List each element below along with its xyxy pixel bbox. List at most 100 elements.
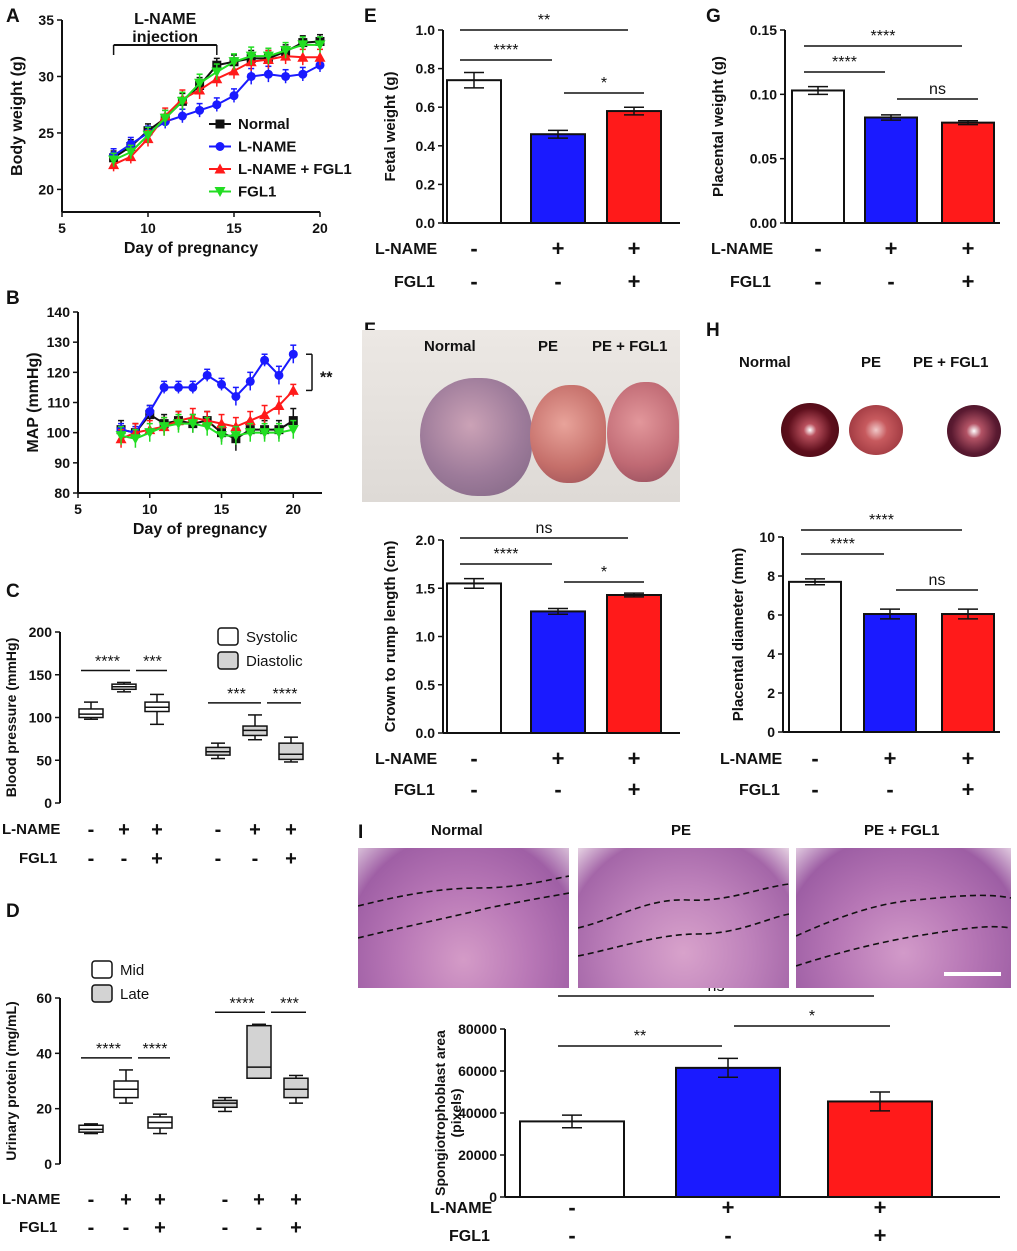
chart-c-y-tick-label: 0 <box>44 795 52 811</box>
chart-e-lname-label: L-NAME <box>375 241 438 258</box>
chart-h-sig-label: ns <box>929 572 946 589</box>
chart-h-sig-label: **** <box>830 536 855 553</box>
chart-h-y-tick-label: 10 <box>759 529 775 545</box>
chart-b-point <box>201 422 213 433</box>
chart-c-fgl1-sign: - <box>121 848 128 870</box>
chart-f-sig-label: ns <box>536 520 553 537</box>
chart-b-point <box>288 349 298 359</box>
chart-e-sig-label: **** <box>494 42 519 59</box>
histology-label-normal: Normal <box>431 822 483 839</box>
chart-f-y-tick-label: 0.5 <box>416 677 436 693</box>
fetus-label-normal: Normal <box>424 338 476 355</box>
chart-b-y-tick-label: 80 <box>54 485 70 501</box>
fetus-photo: Normal PE PE + FGL1 <box>362 330 680 502</box>
chart-h-lname-sign: + <box>962 746 975 771</box>
chart-a-point <box>314 51 326 62</box>
panel-letter-a: A <box>6 6 20 27</box>
chart-c-fgl1-label: FGL1 <box>19 850 57 867</box>
chart-e-y-tick-label: 0.4 <box>416 138 436 154</box>
chart-a-point <box>125 147 137 158</box>
chart-b-point <box>217 379 227 389</box>
chart-a-annotation: L-NAME <box>134 11 197 28</box>
chart-h-lname-sign: - <box>811 746 818 771</box>
chart-f-bar-2 <box>606 594 662 734</box>
chart-b-point <box>273 400 285 411</box>
chart-c-box-1-1 <box>242 714 268 741</box>
chart-e-fgl1-sign: + <box>628 269 641 294</box>
chart-h-y-tick-label: 8 <box>767 568 775 584</box>
chart-g-fgl1-sign: - <box>814 269 821 294</box>
chart-a-legend-label: FGL1 <box>238 184 276 201</box>
chart-b-point <box>129 434 141 445</box>
chart-d-legend-swatch <box>91 960 113 979</box>
chart-c-lname-sign: + <box>151 819 163 841</box>
chart-e-y-tick-label: 0.8 <box>416 61 436 77</box>
chart-b-y-label: MAP (mmHg) <box>25 352 42 452</box>
chart-e-bar-0 <box>446 79 502 225</box>
chart-i-fgl1-sign: + <box>874 1223 887 1248</box>
chart-a-point <box>263 69 273 79</box>
chart-a-point <box>212 100 222 110</box>
chart-d-legend-swatch <box>91 984 113 1003</box>
chart-a-point <box>176 96 188 107</box>
chart-d-fgl1-sign: - <box>256 1217 263 1239</box>
chart-a-point <box>211 67 223 78</box>
chart-g-sig-label: ns <box>929 81 946 98</box>
chart-g-lname-sign: + <box>962 236 975 261</box>
chart-e-y-tick-label: 1.0 <box>416 22 436 38</box>
histology-label-pe-fgl1: PE + FGL1 <box>864 822 940 839</box>
chart-c-y-label: Blood pressure (mmHg) <box>3 638 19 797</box>
chart-c-lname-sign: + <box>249 819 261 841</box>
chart-g-fgl1-sign: + <box>962 269 975 294</box>
chart-a-y-tick-label: 35 <box>38 12 54 28</box>
chart-a-y-tick-label: 20 <box>38 181 54 197</box>
chart-g-lname-sign: + <box>885 236 898 261</box>
chart-a-x-tick-label: 5 <box>58 220 66 236</box>
chart-a-legend-marker <box>214 163 226 174</box>
chart-h-y-tick-label: 0 <box>767 724 775 740</box>
chart-i-y-tick-label: 80000 <box>458 1021 497 1037</box>
chart-b-point <box>158 422 170 433</box>
chart-g-fgl1-sign: - <box>887 269 894 294</box>
chart-d-y-tick-label: 60 <box>36 990 52 1006</box>
chart-f-fgl1-label: FGL1 <box>394 782 435 799</box>
chart-b-y-tick-label: 140 <box>47 304 71 320</box>
chart-d-lname-sign: + <box>120 1189 132 1211</box>
chart-a-point <box>194 78 206 89</box>
chart-a-point <box>159 113 171 124</box>
chart-a-point <box>108 155 120 166</box>
chart-a-x-tick-label: 20 <box>312 220 328 236</box>
chart-i-y-tick-label: 0 <box>489 1189 497 1205</box>
chart-h-y-tick-label: 6 <box>767 607 775 623</box>
placenta-label-pe: PE <box>861 354 882 371</box>
histology-pe-fgl1-image <box>796 848 1011 988</box>
chart-c-box-0-2 <box>144 693 170 726</box>
chart-a-y-label: Body weight (g) <box>9 56 26 176</box>
chart-f-bar-0 <box>446 582 502 734</box>
chart-d-lname-sign: + <box>154 1189 166 1211</box>
chart-a-point <box>177 111 187 121</box>
chart-c-sig-label: *** <box>143 653 162 670</box>
chart-e-sig-label: * <box>601 75 607 92</box>
chart-d-lname-sign: - <box>222 1189 229 1211</box>
chart-d-box-rect <box>283 1077 309 1099</box>
chart-b-point <box>172 419 184 430</box>
chart-h-sig-label: **** <box>869 512 894 529</box>
chart-i-lname-label: L-NAME <box>430 1200 493 1217</box>
chart-g-bar-0 <box>791 89 845 225</box>
chart-d-fgl1-label: FGL1 <box>19 1219 57 1236</box>
chart-i-bar-0 <box>519 1120 625 1199</box>
chart-f-bar-1 <box>530 610 586 734</box>
chart-b-point <box>245 376 255 386</box>
chart-i-sig-label: * <box>809 1008 815 1025</box>
chart-c-y-tick-label: 100 <box>29 710 53 726</box>
chart-a-point <box>126 139 136 149</box>
chart-b-x-tick-label: 15 <box>214 501 230 517</box>
fetus-pe-image <box>530 385 606 483</box>
chart-f-fgl1-sign: - <box>554 777 561 802</box>
chart-e-bar-1 <box>530 133 586 224</box>
chart-c-box-rect <box>78 708 104 719</box>
chart-i-fgl1-sign: - <box>568 1223 575 1248</box>
chart-h-lname-sign: + <box>884 746 897 771</box>
chart-e-bar-2 <box>606 110 662 224</box>
